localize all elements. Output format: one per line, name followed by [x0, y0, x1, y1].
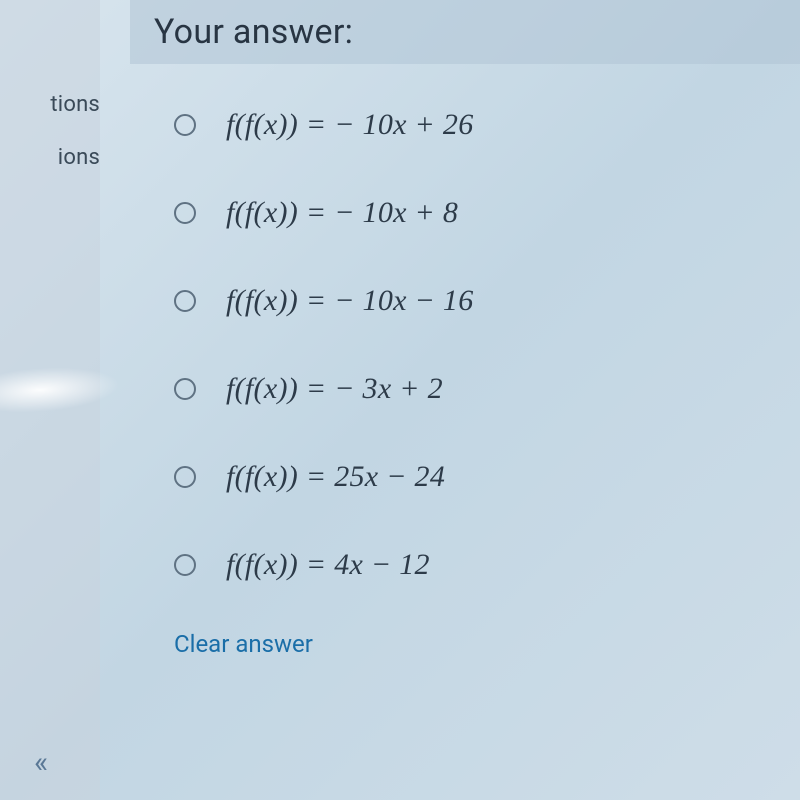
answer-header-text: Your answer: [154, 12, 353, 52]
option-label: f(f(x)) = − 10x + 8 [226, 196, 458, 230]
option-label: f(f(x)) = − 3x + 2 [226, 372, 443, 406]
answer-option[interactable]: f(f(x)) = − 10x + 26 [174, 108, 800, 142]
clear-answer-link[interactable]: Clear answer [130, 630, 800, 658]
sidebar-item[interactable]: tions [0, 78, 100, 131]
radio-icon[interactable] [174, 554, 196, 576]
answer-option[interactable]: f(f(x)) = − 10x − 16 [174, 284, 800, 318]
main-area: Your answer: f(f(x)) = − 10x + 26 f(f(x)… [130, 0, 800, 800]
radio-icon[interactable] [174, 202, 196, 224]
option-label: f(f(x)) = 4x − 12 [226, 548, 430, 582]
answer-option[interactable]: f(f(x)) = 4x − 12 [174, 548, 800, 582]
option-label: f(f(x)) = − 10x − 16 [226, 284, 474, 318]
radio-icon[interactable] [174, 114, 196, 136]
answer-option[interactable]: f(f(x)) = − 10x + 8 [174, 196, 800, 230]
option-label: f(f(x)) = − 10x + 26 [226, 108, 474, 142]
radio-icon[interactable] [174, 466, 196, 488]
options-group: f(f(x)) = − 10x + 26 f(f(x)) = − 10x + 8… [130, 64, 800, 582]
answer-option[interactable]: f(f(x)) = 25x − 24 [174, 460, 800, 494]
answer-header: Your answer: [130, 0, 800, 64]
option-label: f(f(x)) = 25x − 24 [226, 460, 445, 494]
left-sidebar: tions ions [0, 0, 100, 800]
collapse-chevron-icon[interactable]: « [34, 745, 42, 780]
sidebar-item[interactable]: ions [0, 131, 100, 184]
radio-icon[interactable] [174, 378, 196, 400]
radio-icon[interactable] [174, 290, 196, 312]
answer-option[interactable]: f(f(x)) = − 3x + 2 [174, 372, 800, 406]
